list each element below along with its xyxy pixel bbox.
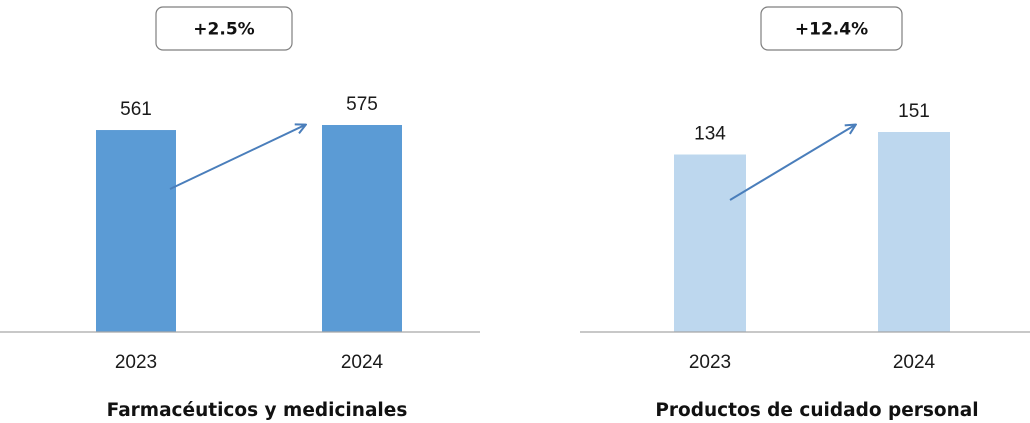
trend-arrow — [729, 125, 855, 201]
change-badge: +12.4% — [760, 6, 903, 51]
data-label-2023: 134 — [694, 124, 726, 145]
trend-arrow — [169, 125, 305, 190]
change-badge-label: +12.4% — [795, 20, 868, 40]
chart-title: Productos de cuidado personal — [655, 400, 978, 421]
data-label-2023: 561 — [120, 99, 152, 120]
x-tick-label-2024: 2024 — [893, 352, 936, 373]
bar-2024 — [878, 132, 950, 332]
change-badge-box — [155, 6, 293, 51]
change-badge: +2.5% — [155, 6, 293, 51]
data-label-2024: 575 — [346, 94, 378, 115]
change-badge-label: +2.5% — [193, 20, 254, 40]
bar-2024 — [322, 125, 402, 332]
data-label-2024: 151 — [898, 101, 930, 122]
x-tick-label-2024: 2024 — [341, 352, 384, 373]
bar-2023 — [96, 130, 176, 332]
chart-title: Farmacéuticos y medicinales — [107, 400, 408, 421]
x-tick-label-2023: 2023 — [689, 352, 731, 373]
chart-panel-2: +12.4% 134 2023 151 2024 Productos de cuidado… — [580, 6, 1030, 421]
chart-panel-1: +2.5% 561 2023 575 2024 Farmacéuticos y medic… — [0, 6, 480, 421]
change-badge-box — [760, 6, 903, 51]
x-tick-label-2023: 2023 — [115, 352, 157, 373]
bar-2023 — [674, 154, 746, 332]
